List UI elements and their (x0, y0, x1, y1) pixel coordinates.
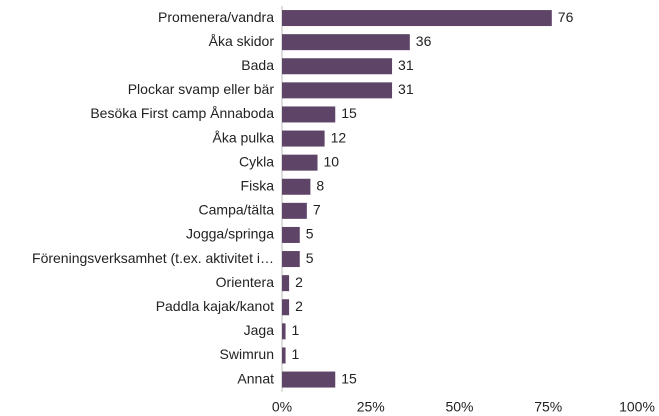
bar (282, 226, 300, 243)
value-label: 31 (398, 57, 414, 73)
bar (282, 251, 300, 268)
value-label: 2 (295, 298, 303, 314)
y-tick-label: Föreningsverksamhet (t.ex. aktivitet i… (32, 250, 274, 266)
value-label: 1 (292, 346, 300, 362)
value-label: 1 (292, 322, 300, 338)
bar (282, 323, 286, 340)
value-label: 76 (558, 9, 574, 25)
x-tick-label: 100% (619, 399, 655, 415)
bar (282, 347, 286, 364)
value-label: 31 (398, 81, 414, 97)
y-tick-label: Cykla (239, 153, 274, 169)
value-label: 7 (313, 202, 321, 218)
value-label: 10 (324, 153, 340, 169)
value-label: 15 (341, 105, 357, 121)
value-label: 12 (331, 129, 347, 145)
y-tick-label: Plockar svamp eller bär (128, 81, 275, 97)
y-tick-label: Bada (241, 57, 274, 73)
y-tick-label: Åka pulka (213, 129, 275, 145)
bar (282, 154, 318, 171)
y-tick-label: Campa/tälta (199, 202, 275, 218)
y-tick-label: Orientera (216, 274, 275, 290)
y-tick-label: Jogga/springa (186, 226, 274, 242)
bar (282, 275, 290, 292)
y-tick-label: Jaga (244, 322, 275, 338)
y-tick-label: Swimrun (220, 346, 274, 362)
value-label: 15 (341, 370, 357, 386)
y-tick-label: Åka skidor (209, 33, 275, 49)
y-tick-label: Fiska (241, 177, 275, 193)
x-tick-label: 50% (445, 399, 473, 415)
bar (282, 299, 290, 316)
bar (282, 58, 393, 75)
bar (282, 82, 393, 99)
value-label: 5 (306, 250, 314, 266)
x-tick-label: 75% (534, 399, 562, 415)
value-label: 5 (306, 226, 314, 242)
y-tick-label: Promenera/vandra (158, 9, 274, 25)
value-label: 36 (416, 33, 432, 49)
bar (282, 10, 552, 27)
y-tick-label: Besöka First camp Ånnaboda (90, 105, 274, 121)
x-tick-label: 25% (357, 399, 385, 415)
x-tick-label: 0% (272, 399, 292, 415)
y-tick-label: Annat (237, 370, 274, 386)
bar (282, 178, 311, 195)
bar (282, 34, 410, 51)
value-label: 8 (316, 177, 324, 193)
value-label: 2 (295, 274, 303, 290)
y-tick-label: Paddla kajak/kanot (156, 298, 274, 314)
bar (282, 202, 307, 219)
bar (282, 371, 336, 388)
bar (282, 106, 336, 123)
bar (282, 130, 325, 147)
